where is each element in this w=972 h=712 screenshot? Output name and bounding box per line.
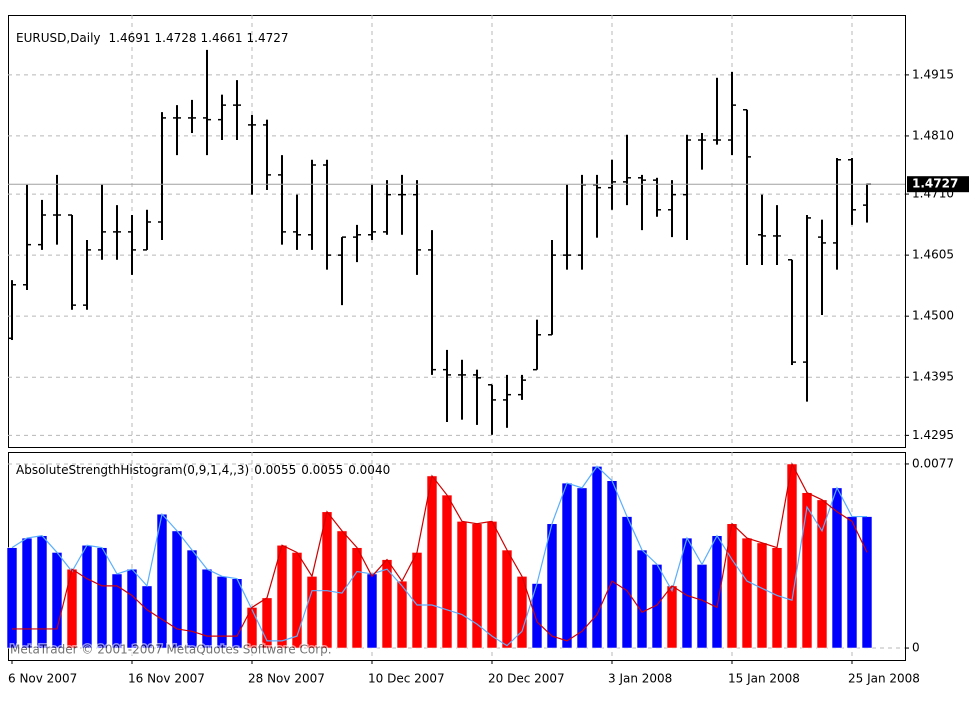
histogram-bar bbox=[36, 535, 48, 649]
histogram-bar bbox=[96, 547, 108, 649]
histogram-bar bbox=[126, 568, 138, 649]
y-tick-label: 1.4500 bbox=[912, 309, 954, 323]
y-tick-label: 1.4915 bbox=[912, 67, 954, 81]
histogram-bar bbox=[456, 521, 468, 649]
x-tick-label: 20 Dec 2007 bbox=[488, 672, 565, 686]
histogram-bar bbox=[186, 549, 198, 649]
histogram-bar bbox=[306, 576, 318, 649]
indicator-value: 0.0055 bbox=[301, 463, 343, 477]
histogram-bar bbox=[6, 547, 18, 649]
header-value: 1.4727 bbox=[247, 31, 289, 45]
y-tick-label: 1.4810 bbox=[912, 128, 954, 142]
histogram-bar bbox=[276, 544, 288, 649]
indicator-title: AbsoluteStrengthHistogram(0,9,1,4,,3) 0.0… bbox=[16, 463, 390, 477]
histogram-bar bbox=[786, 463, 798, 649]
y-tick-label: 1.4605 bbox=[912, 248, 954, 262]
indicator-line bbox=[11, 465, 867, 647]
histogram-bar bbox=[51, 552, 63, 649]
histogram-bar bbox=[441, 494, 453, 649]
x-tick-label: 25 Jan 2008 bbox=[848, 672, 920, 686]
header-value: 1.4728 bbox=[155, 31, 197, 45]
histogram-bar bbox=[471, 523, 483, 649]
histogram-bar bbox=[546, 523, 558, 649]
histogram-bar bbox=[21, 537, 33, 649]
histogram-bar bbox=[801, 492, 813, 649]
histogram-bar bbox=[591, 466, 603, 649]
histogram-bar bbox=[291, 552, 303, 649]
histogram-bar bbox=[561, 482, 573, 649]
histogram-bar bbox=[171, 530, 183, 649]
histogram-bar bbox=[111, 573, 123, 649]
histogram-bar bbox=[666, 585, 678, 649]
histogram-bar bbox=[741, 537, 753, 649]
chart-title: EURUSD,Daily 1.4691 1.4728 1.4661 1.4727 bbox=[16, 31, 289, 45]
histogram-bar bbox=[621, 516, 633, 649]
x-tick-label: 16 Nov 2007 bbox=[128, 672, 205, 686]
last-price-label: 1.4727 bbox=[912, 177, 958, 191]
y-tick-label: 0.0077 bbox=[912, 456, 954, 470]
last-price-box bbox=[907, 176, 969, 193]
x-tick-label: 28 Nov 2007 bbox=[248, 672, 325, 686]
histogram-bar bbox=[861, 516, 873, 649]
histogram-bar bbox=[486, 521, 498, 649]
watermark: MetaTrader © 2001-2007 MetaQuotes Softwa… bbox=[10, 643, 332, 657]
histogram-bar bbox=[216, 576, 228, 649]
indicator-name: AbsoluteStrengthHistogram(0,9,1,4,,3) bbox=[16, 463, 249, 477]
indicator-value: 0.0040 bbox=[348, 463, 390, 477]
histogram-bar bbox=[846, 516, 858, 649]
x-tick-label: 6 Nov 2007 bbox=[8, 672, 77, 686]
histogram-bar bbox=[426, 475, 438, 649]
header-value: 1.4691 bbox=[109, 31, 151, 45]
histogram-bar bbox=[141, 585, 153, 649]
histogram-bar bbox=[771, 547, 783, 649]
histogram-bar bbox=[321, 511, 333, 649]
histogram-bar bbox=[156, 513, 168, 649]
y-tick-label: 0 bbox=[912, 641, 920, 655]
indicator-line bbox=[12, 462, 868, 642]
header-value: 1.4661 bbox=[201, 31, 243, 45]
histogram-bar bbox=[81, 544, 93, 649]
histogram-bar bbox=[336, 530, 348, 649]
histogram-bar bbox=[576, 487, 588, 649]
histogram-bar bbox=[756, 542, 768, 649]
histogram-bar bbox=[366, 573, 378, 649]
histogram-bar bbox=[696, 564, 708, 649]
histogram-bar bbox=[711, 535, 723, 649]
header-value: EURUSD,Daily bbox=[16, 31, 101, 45]
y-tick-label: 1.4295 bbox=[912, 428, 954, 442]
x-tick-label: 15 Jan 2008 bbox=[728, 672, 800, 686]
indicator-value: 0.0055 bbox=[254, 463, 296, 477]
x-tick-label: 3 Jan 2008 bbox=[608, 672, 672, 686]
histogram-bar bbox=[606, 480, 618, 649]
histogram-bar bbox=[501, 549, 513, 649]
histogram-bar bbox=[636, 549, 648, 649]
histogram-bar bbox=[351, 547, 363, 649]
histogram-bar bbox=[231, 578, 243, 649]
y-tick-label: 1.4395 bbox=[912, 370, 954, 384]
x-tick-label: 10 Dec 2007 bbox=[368, 672, 445, 686]
price-pane bbox=[8, 15, 906, 448]
